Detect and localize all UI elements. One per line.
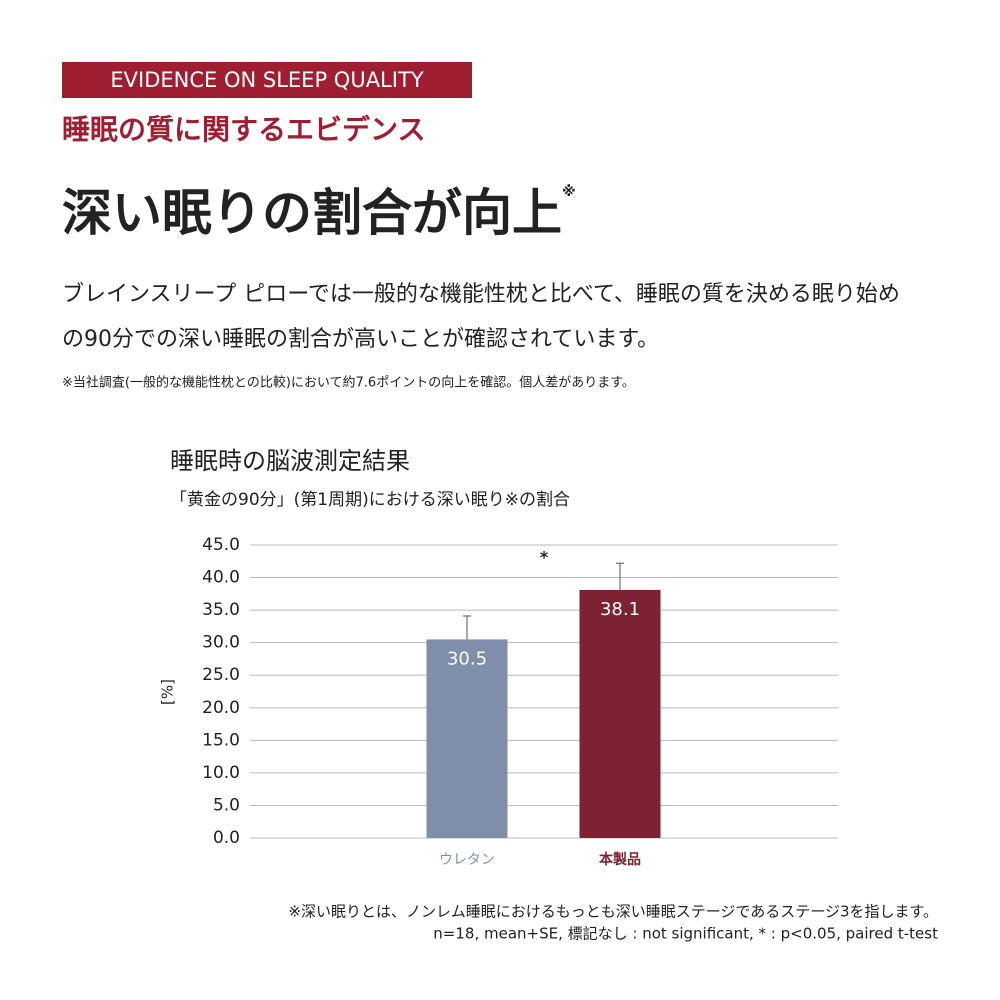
footnote: n=18, mean+SE, 標記なし : not significant, *… [433,925,938,943]
y-tick-label: 40.0 [202,568,240,588]
y-tick-label: 10.0 [202,763,240,783]
value-label: 30.5 [447,648,487,669]
chart-title: 睡眠時の脳波測定結果 [170,447,410,475]
y-tick-label: 30.0 [202,633,240,653]
badge: EVIDENCE ON SLEEP QUALITY [110,68,423,92]
y-axis-label: [%] [159,679,177,705]
y-tick-label: 15.0 [202,730,240,750]
bar [579,589,661,838]
note: ※当社調査(一般的な機能性枕との比較)において約7.6ポイントの向上を確認。個人… [62,375,635,391]
x-tick-label: ウレタン [439,852,495,868]
bar [426,639,508,838]
y-tick-label: 20.0 [202,698,240,718]
significance-mark: * [540,548,549,567]
y-tick-label: 45.0 [202,535,240,555]
subtitle: 睡眠の質に関するエビデンス [62,113,425,146]
y-tick-label: 5.0 [213,795,240,815]
x-tick-label: 本製品 [599,851,641,868]
badge-bg [62,62,472,98]
headline-text: 深い眠りの割合が向上 [62,184,562,242]
y-tick-label: 0.0 [213,828,240,848]
headline: 深い眠りの割合が向上※ [62,184,576,242]
headline-mark: ※ [562,184,576,200]
value-label: 38.1 [600,599,640,620]
chart-subtitle: 「黄金の90分」(第1周期)における深い眠り※の割合 [170,490,570,510]
y-tick-label: 35.0 [202,600,240,620]
y-tick-label: 25.0 [202,665,240,685]
footnote: ※深い眠りとは、ノンレム睡眠におけるもっとも深い睡眠ステージであるステージ3を指… [288,903,938,921]
body-line: ブレインスリープ ピローでは一般的な機能性枕と比べて、睡眠の質を決める眠り始め [62,282,900,307]
body-line: の90分での深い睡眠の割合が高いことが確認されています。 [62,327,659,352]
